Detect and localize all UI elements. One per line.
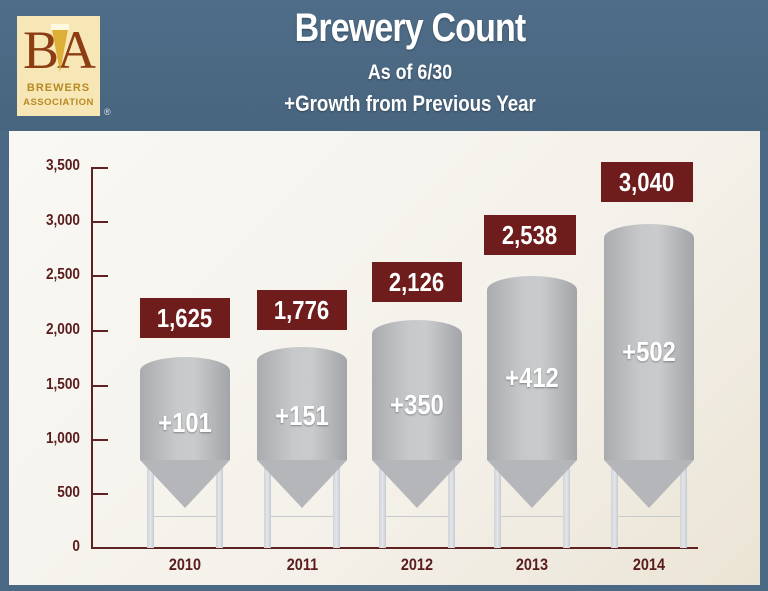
x-label-text: 2014: [632, 555, 666, 574]
tank-brace: [271, 516, 333, 517]
x-axis-baseline: [91, 547, 698, 549]
y-tick: [91, 275, 108, 277]
tank-brace: [154, 516, 216, 517]
count-value: 2,126: [389, 267, 445, 297]
x-label-text: 2013: [515, 555, 549, 574]
chart-title: Brewery Count: [294, 6, 527, 50]
tank-brace: [618, 516, 680, 517]
count-label-2014: 3,040: [601, 162, 693, 202]
tank-brace: [386, 516, 448, 517]
y-tick: [91, 167, 108, 169]
tank-cone: [257, 460, 347, 508]
y-tick-label: 0: [72, 538, 80, 555]
count-value: 3,040: [619, 167, 675, 197]
y-axis-line: [91, 167, 93, 549]
x-label-2012: 2012: [372, 555, 462, 575]
tank-cone: [604, 460, 694, 508]
x-label-2011: 2011: [257, 555, 347, 575]
y-tick: [91, 221, 108, 223]
y-tick-label: 2,000: [45, 321, 80, 338]
tank-cone: [487, 460, 577, 508]
tank-body: [487, 276, 577, 460]
x-label-text: 2011: [286, 555, 318, 574]
count-label-2013: 2,538: [484, 215, 576, 255]
x-label-text: 2010: [168, 555, 202, 574]
beer-foam-icon: [51, 24, 69, 30]
tank-body: [604, 224, 694, 460]
logo-line-1: BREWERS: [26, 82, 91, 94]
tank-cone: [140, 460, 230, 508]
y-tick-label: 3,500: [45, 157, 80, 174]
count-label-2011: 1,776: [257, 290, 347, 330]
tank-body: [140, 357, 230, 460]
chart-subtitle-growth: +Growth from Previous Year: [284, 91, 536, 116]
brewers-association-logo: BA BREWERS ASSOCIATION: [17, 16, 100, 116]
x-label-2014: 2014: [604, 555, 694, 575]
x-label-2013: 2013: [487, 555, 577, 575]
registered-mark: ®: [104, 107, 111, 117]
tank-body: [372, 320, 462, 460]
y-tick: [91, 439, 108, 441]
growth-label: +151: [275, 400, 329, 431]
chart-subtitle: As of 6/30: [367, 61, 453, 84]
growth-label: +502: [622, 336, 676, 367]
count-value: 2,538: [502, 220, 558, 250]
y-tick-label: 1,500: [45, 376, 80, 393]
count-label-2010: 1,625: [140, 298, 230, 338]
y-tick-label: 500: [57, 484, 80, 501]
tank-body: [257, 347, 347, 460]
count-label-2012: 2,126: [372, 262, 462, 302]
y-tick-label: 1,000: [45, 430, 80, 447]
count-value: 1,776: [274, 295, 330, 325]
beer-glass-icon: [51, 24, 69, 72]
growth-label: +412: [505, 362, 559, 393]
logo-line-2: ASSOCIATION: [23, 97, 94, 108]
y-tick: [91, 385, 108, 387]
count-value: 1,625: [157, 303, 213, 333]
y-tick: [91, 493, 108, 495]
y-tick-label: 2,500: [45, 266, 80, 283]
growth-label: +101: [158, 407, 212, 438]
x-label-2010: 2010: [140, 555, 230, 575]
header-band: BA BREWERS ASSOCIATION ® Brewery Count A…: [0, 0, 768, 131]
growth-label: +350: [390, 389, 444, 420]
tank-brace: [501, 516, 563, 517]
tank-cone: [372, 460, 462, 508]
y-tick-label: 3,000: [45, 212, 80, 229]
x-label-text: 2012: [400, 555, 434, 574]
y-tick: [91, 330, 108, 332]
